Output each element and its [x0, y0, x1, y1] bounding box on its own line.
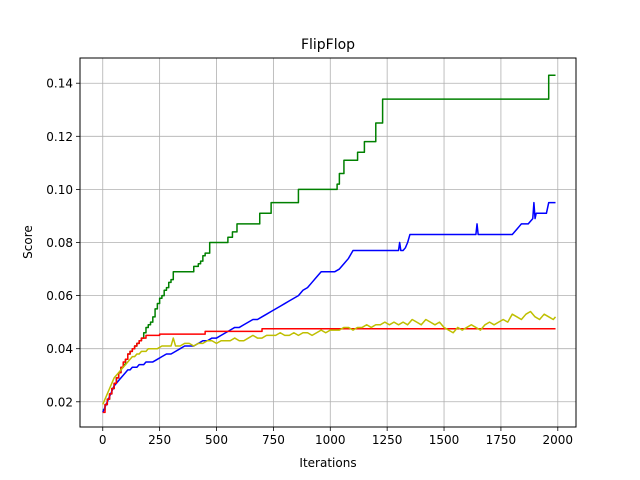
x-tick-label: 1500 [429, 433, 460, 447]
x-axis: 0 250 500 750 1000 1250 1500 1750 2000 [99, 427, 573, 447]
x-tick-label: 250 [148, 433, 171, 447]
x-axis-label: Iterations [299, 456, 356, 470]
x-tick-label: 1250 [372, 433, 403, 447]
y-tick-label: 0.08 [46, 236, 73, 250]
x-tick-label: 500 [205, 433, 228, 447]
series-line-2 [102, 201, 556, 413]
x-tick-label: 1000 [315, 433, 346, 447]
y-tick-label: 0.04 [46, 342, 73, 356]
series-line-3 [102, 328, 556, 414]
series-group [102, 74, 557, 414]
y-axis: 0.02 0.04 0.06 0.08 0.10 0.12 0.14 [46, 77, 80, 409]
y-axis-label: Score [21, 225, 35, 259]
y-tick-label: 0.10 [46, 183, 73, 197]
y-tick-label: 0.12 [46, 130, 73, 144]
y-tick-label: 0.14 [46, 77, 73, 91]
x-tick-label: 2000 [543, 433, 574, 447]
y-tick-label: 0.02 [46, 395, 73, 409]
x-tick-label: 1750 [486, 433, 517, 447]
chart-title: FlipFlop [301, 37, 355, 53]
x-tick-label: 750 [262, 433, 285, 447]
series-line-4 [102, 310, 557, 405]
y-tick-label: 0.06 [46, 289, 73, 303]
x-tick-label: 0 [99, 433, 107, 447]
